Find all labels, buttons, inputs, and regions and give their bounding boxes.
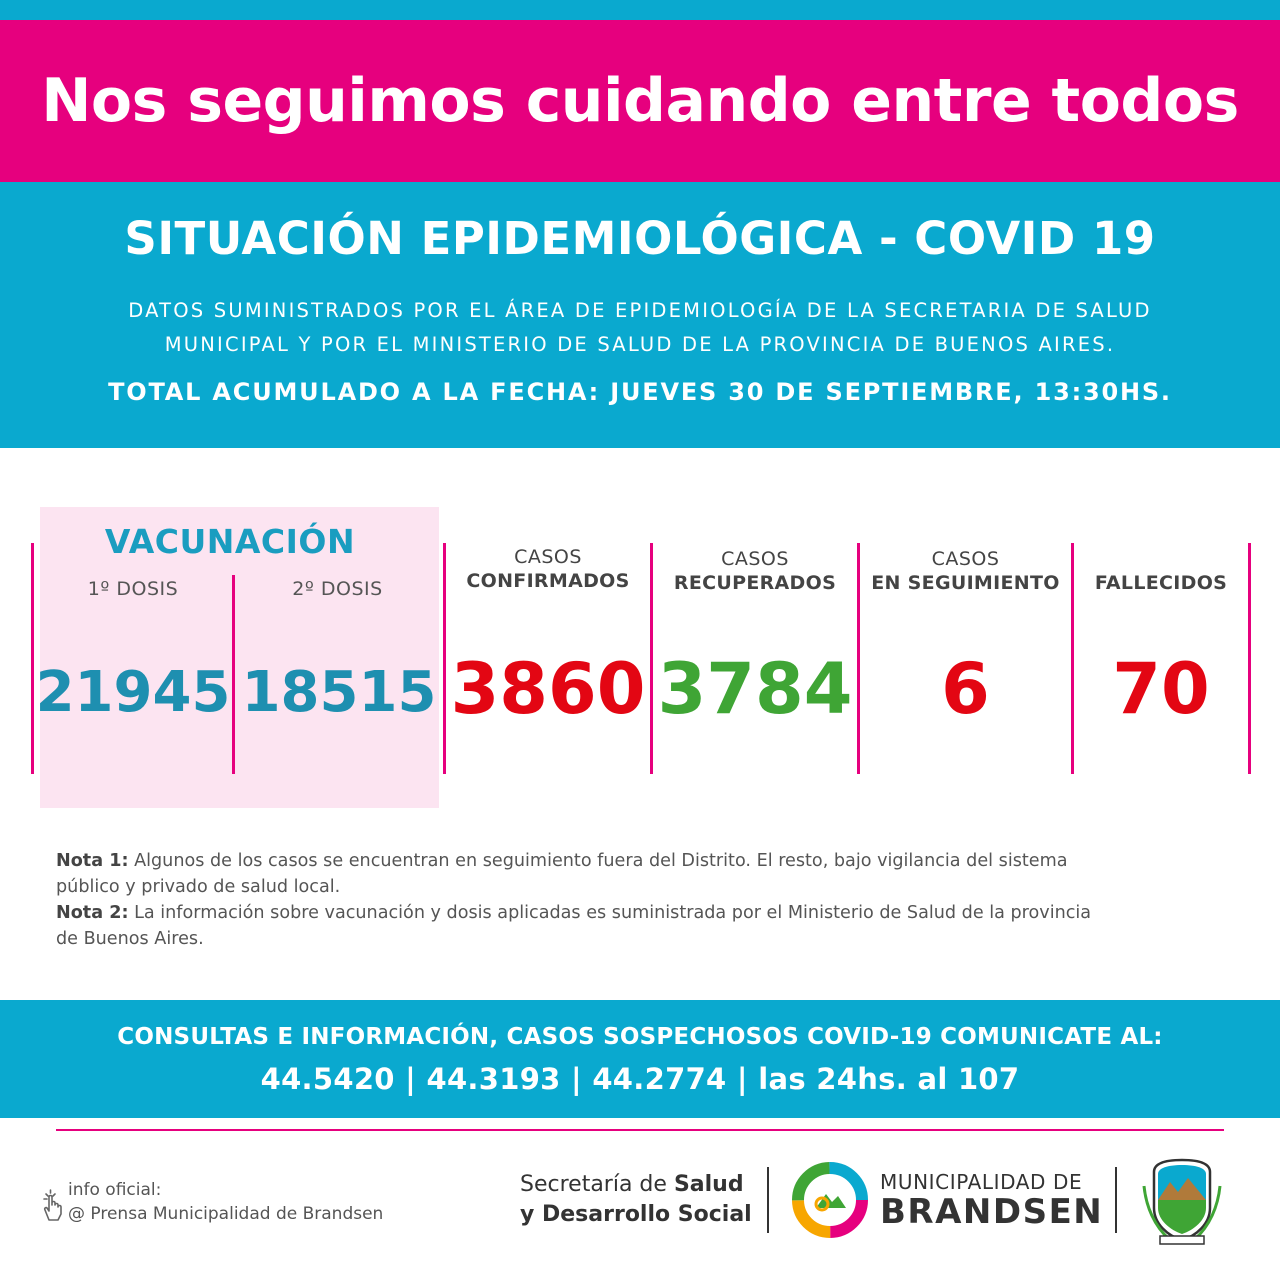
divider [31,543,34,774]
confirmados-value: 3860 [450,648,646,730]
confirmados-label-1: CASOS [514,546,582,568]
secretaria-desarrollo: y Desarrollo Social [520,1202,752,1227]
info-label: info oficial: [68,1180,162,1200]
dose2-value: 18515 [241,660,437,725]
header-source: DATOS SUMINISTRADOS POR EL ÁREA DE EPIDE… [0,294,1280,362]
seguimiento-label: CASOS EN SEGUIMIENTO [860,547,1071,595]
municipalidad-line1: MUNICIPALIDAD DE [880,1170,1083,1194]
divider [232,575,235,774]
note-1-label: Nota 1: [56,851,129,871]
vacunacion-panel [40,507,439,808]
recuperados-label-1: CASOS [721,548,789,570]
municipalidad: MUNICIPALIDAD DE BRANDSEN [880,1170,1103,1230]
recuperados-label-2: RECUPERADOS [673,572,837,594]
divider [650,543,653,774]
banner-title: Nos seguimos cuidando entre todos [41,66,1239,136]
seguimiento-label-2: EN SEGUIMIENTO [871,572,1060,594]
recuperados-label: CASOS RECUPERADOS [653,547,857,595]
header: SITUACIÓN EPIDEMIOLÓGICA - COVID 19 DATO… [0,182,1280,448]
secretaria-salud: Salud [673,1172,744,1197]
header-source-line2: MUNICIPAL Y POR EL MINISTERIO DE SALUD D… [164,333,1116,356]
contact-phones: 44.5420 | 44.3193 | 44.2774 | las 24hs. … [260,1062,1020,1096]
divider [443,543,446,774]
footer-separator [767,1167,769,1233]
municipalidad-line2: BRANDSEN [880,1192,1104,1232]
seguimiento-value: 6 [941,648,990,730]
confirmados-label: CASOS CONFIRMADOS [446,545,650,593]
seguimiento-label-1: CASOS [931,548,1000,570]
fallecidos-value: 70 [1112,648,1210,730]
info-handle: @ Prensa Municipalidad de Brandsen [68,1204,384,1224]
dose2-label: 2º DOSIS [292,578,383,600]
notes: Nota 1: Algunos de los casos se encuentr… [56,848,1096,952]
dose1-label: 1º DOSIS [87,578,179,600]
banner: Nos seguimos cuidando entre todos [0,20,1280,182]
note-1-text: Algunos de los casos se encuentran en se… [56,851,1068,897]
header-source-line1: DATOS SUMINISTRADOS POR EL ÁREA DE EPIDE… [128,299,1152,322]
footer-separator [1115,1167,1117,1233]
header-total: TOTAL ACUMULADO A LA FECHA: JUEVES 30 DE… [108,378,1172,406]
confirmados-label-2: CONFIRMADOS [466,570,630,592]
dose1-value: 21945 [35,660,231,725]
brandsen-shield-icon [1142,1158,1222,1245]
secretaria-prefix: Secretaría de [520,1172,674,1197]
top-strip [0,0,1280,20]
fallecidos-label: FALLECIDOS [1074,571,1248,595]
note-2-text: La información sobre vacunación y dosis … [56,903,1092,949]
recuperados-value: 3784 [657,648,853,730]
fallecidos-label-2: FALLECIDOS [1094,572,1228,594]
secretaria: Secretaría de Salud y Desarrollo Social [520,1170,752,1230]
divider [1071,543,1074,774]
municipal-logo-icon [792,1162,868,1238]
note-2-label: Nota 2: [56,903,129,923]
note-1: Nota 1: Algunos de los casos se encuentr… [56,848,1096,900]
footer-divider [56,1129,1224,1131]
divider [857,543,860,774]
hand-pointer-icon [43,1189,62,1221]
contact-band: CONSULTAS E INFORMACIÓN, CASOS SOSPECHOS… [0,1000,1280,1118]
header-title: SITUACIÓN EPIDEMIOLÓGICA - COVID 19 [124,212,1156,265]
secretaria-line2: y Desarrollo Social [520,1200,752,1230]
vacunacion-title: VACUNACIÓN [104,522,356,561]
contact-line1: CONSULTAS E INFORMACIÓN, CASOS SOSPECHOS… [117,1024,1163,1050]
divider [1248,543,1251,774]
note-2: Nota 2: La información sobre vacunación … [56,900,1096,952]
secretaria-line1: Secretaría de Salud [520,1170,752,1200]
